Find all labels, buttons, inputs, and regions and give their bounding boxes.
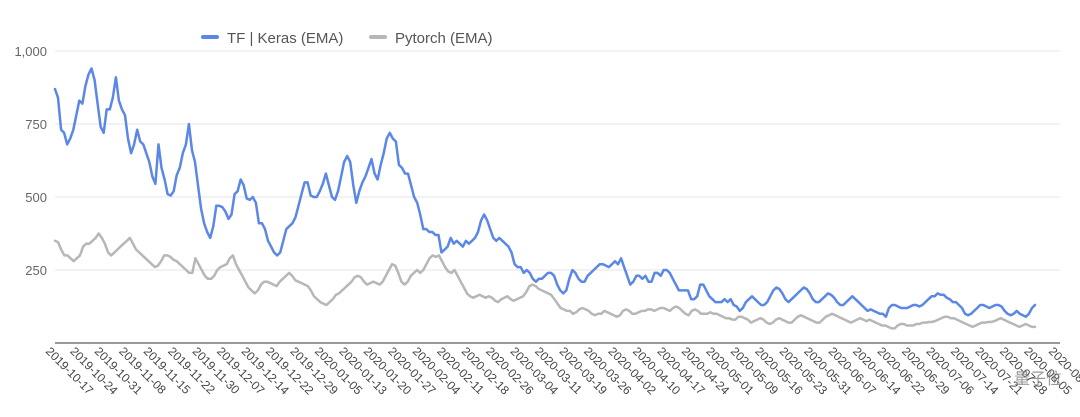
y-tick-label: 1,000 <box>14 44 47 59</box>
legend-label-tf-keras: TF | Keras (EMA) <box>227 30 343 47</box>
series-lines <box>53 67 1037 330</box>
watermark-logo: 量子位 <box>1013 369 1062 388</box>
x-axis-ticks: 2019-10-172019-10-242019-10-312019-11-08… <box>43 344 1080 398</box>
legend-label-pytorch: Pytorch (EMA) <box>395 30 493 47</box>
gridlines <box>55 50 1060 271</box>
legend-item-tf-keras[interactable]: TF | Keras (EMA) <box>201 30 343 47</box>
series-line-pytorch <box>53 232 1037 330</box>
legend[interactable]: TF | Keras (EMA) Pytorch (EMA) <box>201 30 493 47</box>
legend-item-pytorch[interactable]: Pytorch (EMA) <box>369 30 493 47</box>
y-tick-label: 750 <box>25 117 47 132</box>
y-tick-label: 500 <box>25 190 47 205</box>
y-axis-ticks: 250 500 750 1,000 <box>14 44 47 278</box>
series-line-tf-keras <box>53 67 1037 318</box>
y-tick-label: 250 <box>25 263 47 278</box>
